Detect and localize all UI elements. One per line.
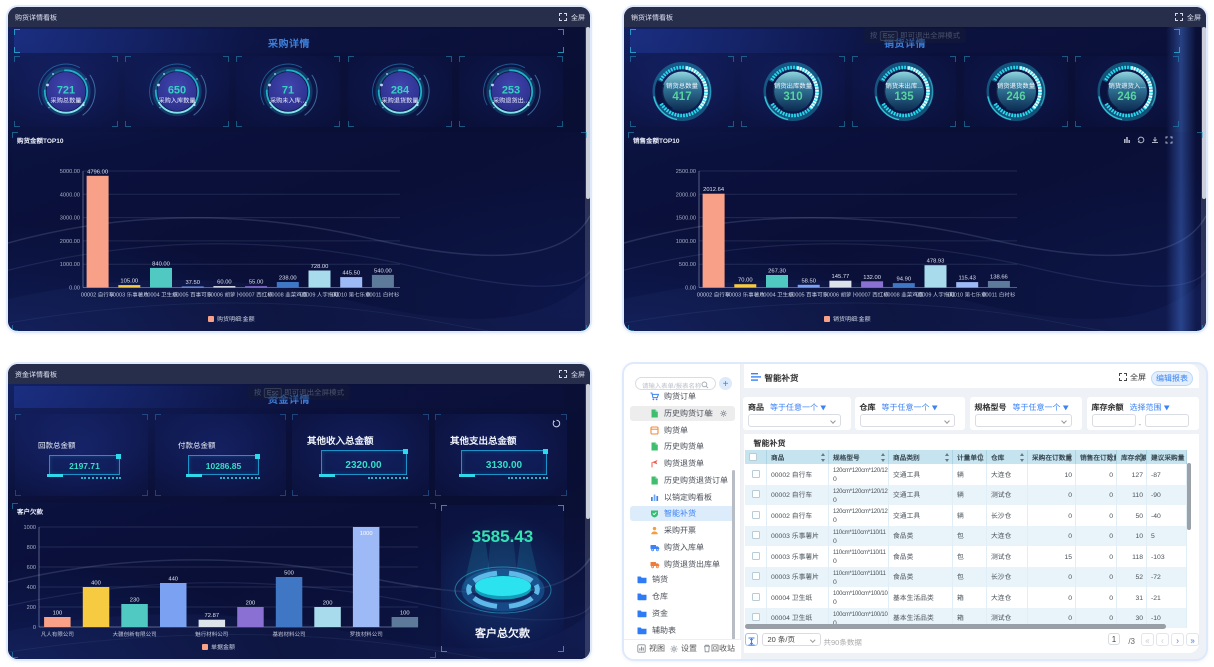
- svg-text:246: 246: [1117, 88, 1136, 104]
- svg-text:采购未入库...: 采购未入库...: [270, 96, 306, 105]
- svg-text:00006 胡萝卜: 00006 胡萝卜: [208, 291, 241, 299]
- svg-text:138.66: 138.66: [990, 272, 1008, 281]
- svg-text:采购总数量: 采购总数量: [51, 96, 82, 105]
- svg-text:2012.64: 2012.64: [703, 184, 725, 193]
- svg-text:00002 自行车: 00002 自行车: [81, 291, 115, 299]
- svg-text:0: 0: [33, 623, 36, 631]
- svg-text:3000.00: 3000.00: [60, 214, 80, 222]
- svg-text:0.00: 0.00: [69, 284, 80, 292]
- svg-text:94.90: 94.90: [897, 274, 912, 283]
- svg-text:238.00: 238.00: [279, 273, 297, 282]
- svg-text:417: 417: [672, 88, 691, 104]
- svg-text:115.43: 115.43: [959, 273, 976, 282]
- svg-text:2000.00: 2000.00: [60, 237, 80, 245]
- svg-text:650: 650: [168, 82, 186, 98]
- svg-text:00005 百事可乐: 00005 百事可乐: [173, 291, 212, 299]
- svg-text:00009 人字拖鞋: 00009 人字拖鞋: [916, 291, 955, 299]
- svg-text:400: 400: [27, 583, 36, 591]
- svg-text:721: 721: [57, 82, 75, 98]
- svg-text:400: 400: [91, 578, 101, 587]
- svg-text:00002 自行车: 00002 自行车: [697, 291, 731, 299]
- svg-text:267.30: 267.30: [768, 266, 786, 275]
- svg-text:魅行材料公司: 魅行材料公司: [195, 630, 228, 638]
- svg-text:540.00: 540.00: [374, 265, 392, 274]
- svg-text:00006 胡萝卜: 00006 胡萝卜: [824, 291, 857, 299]
- svg-text:2000.00: 2000.00: [676, 190, 696, 198]
- svg-text:00011 白衬衫: 00011 白衬衫: [366, 291, 399, 299]
- svg-text:2500.00: 2500.00: [676, 167, 696, 175]
- svg-text:200: 200: [246, 598, 256, 607]
- svg-text:600: 600: [27, 563, 36, 571]
- svg-text:销货退货数量: 销货退货数量: [997, 81, 1036, 90]
- svg-text:58.50: 58.50: [801, 275, 816, 284]
- svg-text:1000: 1000: [360, 528, 373, 537]
- svg-text:200: 200: [27, 603, 36, 611]
- svg-text:1000: 1000: [24, 523, 36, 531]
- svg-text:284: 284: [391, 82, 410, 98]
- svg-text:60.00: 60.00: [217, 277, 232, 286]
- svg-text:1000.00: 1000.00: [676, 237, 696, 245]
- svg-text:5000.00: 5000.00: [60, 167, 80, 175]
- svg-text:00008 韭菜鸡蛋: 00008 韭菜鸡蛋: [268, 291, 307, 299]
- svg-text:0.00: 0.00: [685, 284, 696, 292]
- svg-text:253: 253: [502, 82, 520, 98]
- svg-text:00008 韭菜鸡蛋: 00008 韭菜鸡蛋: [884, 291, 923, 299]
- svg-text:71: 71: [282, 82, 294, 98]
- svg-text:4796.00: 4796.00: [87, 166, 108, 175]
- svg-text:00007 西红柿: 00007 西红柿: [239, 291, 273, 299]
- svg-text:销货出库数量: 销货出库数量: [774, 81, 813, 90]
- svg-text:132.00: 132.00: [863, 272, 881, 281]
- svg-text:230: 230: [130, 595, 140, 604]
- svg-text:00010 第七乐章: 00010 第七乐章: [332, 291, 371, 299]
- svg-text:1000.00: 1000.00: [60, 260, 80, 268]
- svg-text:大疆创新有限公司: 大疆创新有限公司: [113, 630, 157, 638]
- svg-text:445.50: 445.50: [342, 268, 360, 277]
- svg-text:基岩材料公司: 基岩材料公司: [272, 630, 305, 638]
- svg-text:500.00: 500.00: [679, 260, 696, 268]
- svg-text:55.00: 55.00: [249, 277, 264, 286]
- svg-text:00004 卫生纸: 00004 卫生纸: [144, 291, 178, 299]
- svg-text:37.50: 37.50: [185, 277, 200, 286]
- svg-text:800: 800: [27, 543, 36, 551]
- svg-text:00003 乐事薯片: 00003 乐事薯片: [110, 291, 149, 299]
- svg-text:478.93: 478.93: [927, 256, 945, 265]
- svg-text:销货退货入...: 销货退货入...: [1108, 81, 1146, 90]
- svg-text:840.00: 840.00: [152, 258, 170, 267]
- svg-text:246: 246: [1006, 88, 1025, 104]
- svg-text:100: 100: [53, 608, 63, 617]
- svg-text:采购退货出...: 采购退货出...: [493, 96, 529, 105]
- svg-text:00005 百事可乐: 00005 百事可乐: [789, 291, 828, 299]
- svg-text:00011 白衬衫: 00011 白衬衫: [982, 291, 1015, 299]
- svg-text:310: 310: [783, 88, 802, 104]
- svg-text:72.87: 72.87: [205, 610, 220, 619]
- svg-text:销货未出库...: 销货未出库...: [885, 81, 923, 90]
- svg-text:00010 第七乐章: 00010 第七乐章: [948, 291, 987, 299]
- svg-text:00003 乐事薯片: 00003 乐事薯片: [726, 291, 765, 299]
- svg-text:罗技材料公司: 罗技材料公司: [350, 630, 383, 638]
- svg-text:135: 135: [894, 88, 914, 104]
- svg-text:440: 440: [168, 574, 178, 583]
- svg-text:100: 100: [400, 608, 410, 617]
- svg-text:200: 200: [323, 598, 333, 607]
- svg-text:采购入库数量: 采购入库数量: [158, 96, 195, 105]
- svg-text:00004 卫生纸: 00004 卫生纸: [760, 291, 794, 299]
- svg-text:1500.00: 1500.00: [676, 214, 696, 222]
- svg-text:728.00: 728.00: [311, 261, 329, 270]
- svg-text:500: 500: [284, 568, 294, 577]
- svg-text:4000.00: 4000.00: [60, 190, 80, 198]
- svg-text:采购退货数量: 采购退货数量: [381, 96, 418, 105]
- svg-text:销货总数量: 销货总数量: [666, 81, 699, 90]
- svg-text:70.00: 70.00: [738, 275, 753, 284]
- svg-text:105.00: 105.00: [120, 276, 138, 285]
- svg-text:00009 人字拖鞋: 00009 人字拖鞋: [300, 291, 339, 299]
- svg-text:145.77: 145.77: [832, 271, 850, 280]
- svg-text:00007 西红柿: 00007 西红柿: [855, 291, 889, 299]
- svg-text:凡人有限公司: 凡人有限公司: [41, 630, 74, 638]
